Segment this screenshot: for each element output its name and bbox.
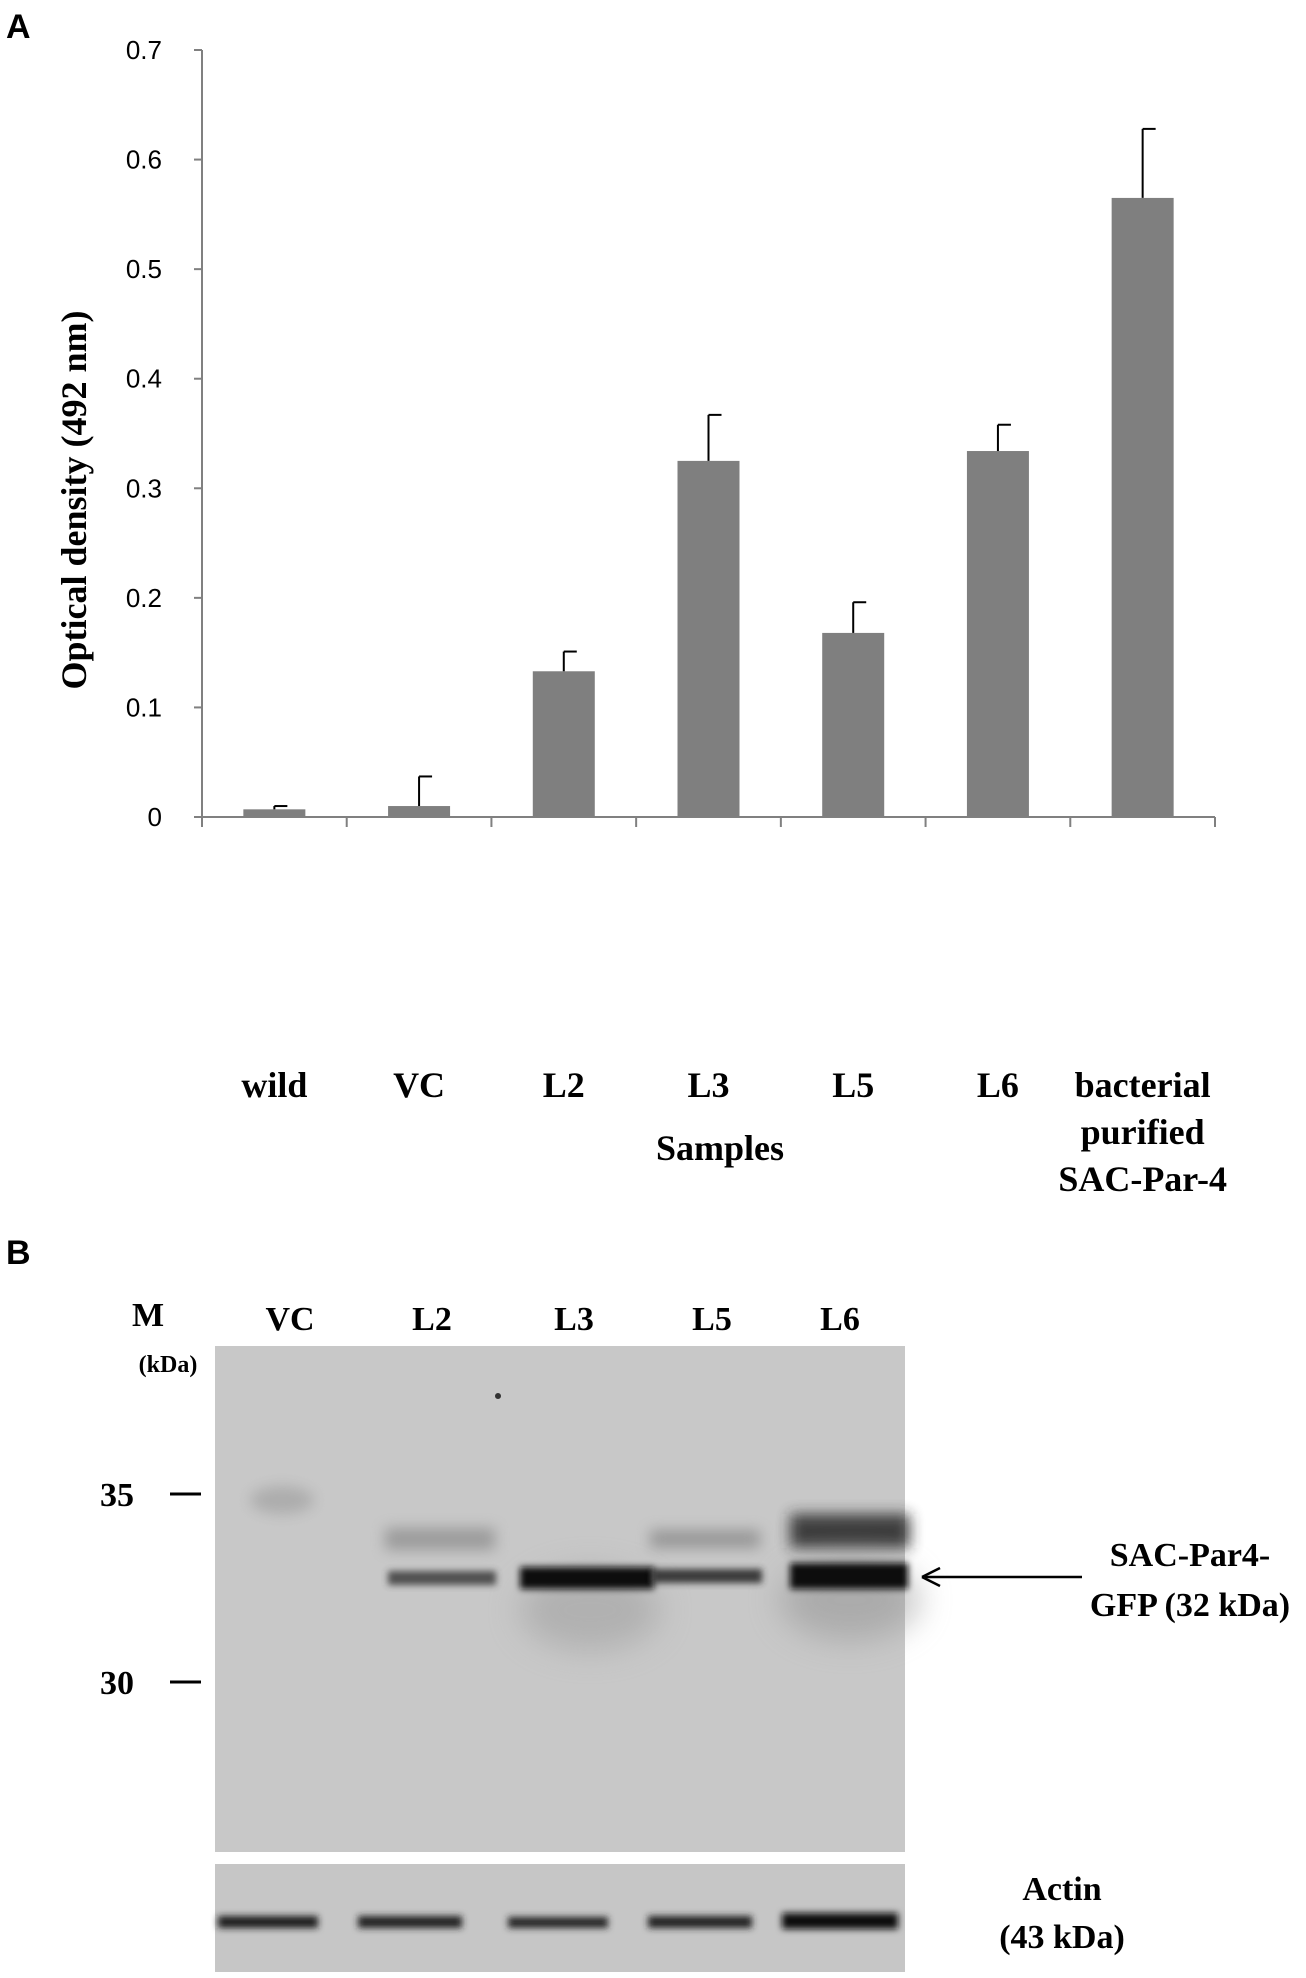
lane-label: L3 bbox=[554, 1301, 594, 1338]
bar bbox=[822, 632, 885, 817]
actin-blot-image bbox=[215, 1864, 905, 1972]
actin-band-l3 bbox=[508, 1917, 608, 1928]
band-32kda-l2 bbox=[388, 1571, 496, 1585]
bar bbox=[966, 451, 1029, 817]
band-32kda-l3 bbox=[520, 1567, 654, 1589]
bar bbox=[388, 806, 451, 817]
category-label: L3 bbox=[687, 1065, 729, 1105]
category-label: wild bbox=[241, 1065, 307, 1105]
lane-label: L6 bbox=[820, 1301, 860, 1338]
target-arrow-head bbox=[921, 1566, 941, 1588]
category-label: bacterial bbox=[1075, 1065, 1211, 1105]
lane-label: L5 bbox=[692, 1301, 732, 1338]
y-tick-label: 0.4 bbox=[126, 364, 162, 394]
bar-series bbox=[243, 127, 1174, 817]
actin-band-vc bbox=[218, 1916, 318, 1928]
category-label: purified bbox=[1081, 1112, 1205, 1152]
marker-unit: (kDa) bbox=[139, 1352, 198, 1378]
y-axis-title: Optical density (492 nm) bbox=[54, 310, 94, 689]
vc-smear bbox=[250, 1486, 314, 1514]
category-labels: wild VC L2 L3 L5 L6 bacterial purified SAC-Par-4 bbox=[241, 1065, 1227, 1199]
western-blot-image bbox=[215, 1346, 920, 1852]
category-label: L6 bbox=[977, 1065, 1019, 1105]
actin-band-l6 bbox=[782, 1913, 898, 1929]
y-tick-label: 0.1 bbox=[126, 692, 162, 722]
bar-chart: 0 0.1 0.2 0.3 0.4 0.5 0.6 0.7 wild VC L2 L3 L5 L6 bac… bbox=[126, 35, 1227, 1199]
band-32kda-l5 bbox=[652, 1569, 762, 1583]
x-axis-title: Samples bbox=[656, 1128, 784, 1168]
blot-speck bbox=[495, 1393, 501, 1399]
bar bbox=[1111, 197, 1174, 817]
category-label: SAC-Par-4 bbox=[1058, 1159, 1227, 1199]
marker-label: M bbox=[132, 1297, 164, 1334]
marker-30-label: 30 bbox=[100, 1665, 134, 1702]
upper-band-l6 bbox=[790, 1514, 910, 1548]
actin-label-line1: Actin bbox=[1022, 1871, 1101, 1908]
y-tick-label: 0 bbox=[148, 802, 162, 832]
actin-band-l5 bbox=[648, 1916, 752, 1928]
l3-smear bbox=[520, 1570, 660, 1650]
lane-label: L2 bbox=[412, 1301, 452, 1338]
y-tick-label: 0.5 bbox=[126, 254, 162, 284]
y-tick-label: 0.2 bbox=[126, 583, 162, 613]
upper-band-l2 bbox=[385, 1528, 495, 1550]
marker-35-label: 35 bbox=[100, 1477, 134, 1514]
category-label: L2 bbox=[543, 1065, 585, 1105]
y-tick-label: 0.6 bbox=[126, 145, 162, 175]
target-label-line2: GFP (32 kDa) bbox=[1090, 1587, 1290, 1624]
category-label: VC bbox=[393, 1065, 445, 1105]
y-axis: 0 0.1 0.2 0.3 0.4 0.5 0.6 0.7 bbox=[126, 35, 203, 832]
actin-band-l2 bbox=[358, 1916, 462, 1928]
band-32kda-l6 bbox=[790, 1563, 908, 1589]
x-axis bbox=[201, 816, 1216, 827]
bar bbox=[243, 809, 306, 817]
actin-label-line2: (43 kDa) bbox=[999, 1919, 1125, 1956]
y-tick-label: 0.3 bbox=[126, 473, 162, 503]
bar bbox=[677, 460, 740, 817]
category-label: L5 bbox=[832, 1065, 874, 1105]
panel-b-letter: B bbox=[6, 1234, 31, 1272]
upper-band-l5 bbox=[650, 1530, 760, 1548]
y-tick-label: 0.7 bbox=[126, 35, 162, 65]
panel-a-letter: A bbox=[6, 8, 31, 46]
lane-labels: VC L2 L3 L5 L6 bbox=[265, 1301, 859, 1338]
target-label-line1: SAC-Par4- bbox=[1110, 1537, 1271, 1574]
bar bbox=[532, 671, 595, 817]
lane-label: VC bbox=[265, 1301, 314, 1338]
